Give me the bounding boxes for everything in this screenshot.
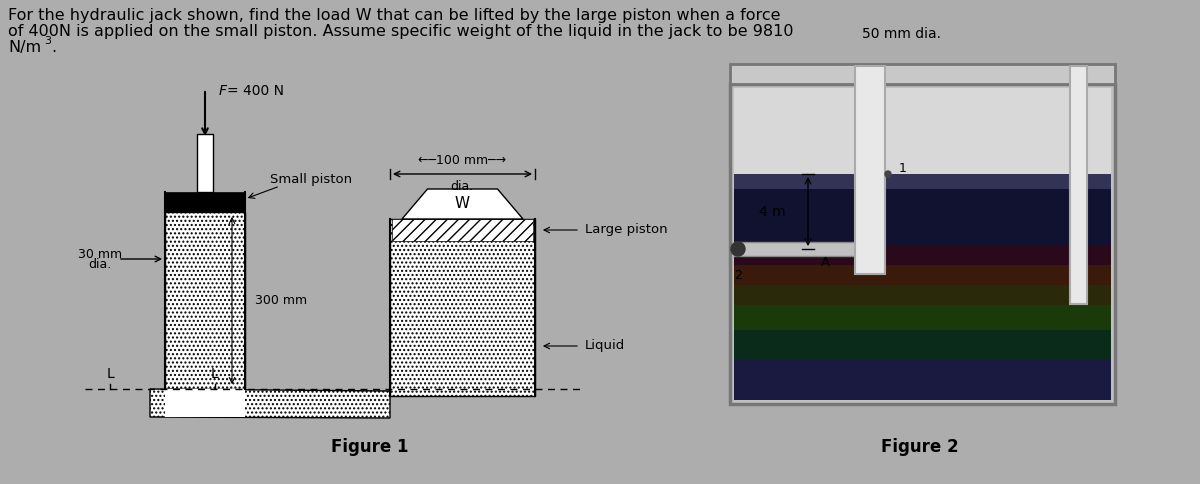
Bar bbox=[392, 219, 533, 241]
Bar bbox=[734, 285, 1111, 305]
Bar bbox=[166, 389, 245, 417]
Polygon shape bbox=[150, 389, 390, 418]
Text: dia.: dia. bbox=[89, 257, 112, 271]
Circle shape bbox=[886, 171, 890, 177]
Text: = 400 N: = 400 N bbox=[227, 84, 284, 98]
Bar bbox=[730, 84, 1115, 404]
Text: dia.: dia. bbox=[450, 180, 474, 193]
Text: N/m: N/m bbox=[8, 40, 41, 55]
Text: L: L bbox=[106, 367, 114, 381]
Bar bbox=[734, 88, 1111, 174]
Bar bbox=[197, 134, 214, 192]
Text: 1: 1 bbox=[899, 163, 907, 176]
Bar bbox=[734, 174, 1111, 400]
Bar bbox=[734, 245, 1111, 265]
Bar bbox=[730, 64, 1115, 84]
Text: .: . bbox=[50, 40, 56, 55]
Bar bbox=[390, 219, 535, 396]
Bar bbox=[166, 192, 245, 212]
Text: Small piston: Small piston bbox=[270, 172, 352, 185]
Text: Figure 1: Figure 1 bbox=[331, 438, 409, 456]
Bar bbox=[734, 170, 1111, 245]
Bar bbox=[734, 360, 1111, 400]
Bar bbox=[734, 330, 1111, 360]
Bar bbox=[854, 66, 886, 274]
Text: L: L bbox=[211, 367, 218, 381]
Polygon shape bbox=[402, 189, 523, 219]
Text: 3: 3 bbox=[44, 36, 50, 46]
Text: 4 m: 4 m bbox=[760, 205, 786, 219]
Text: $F$: $F$ bbox=[218, 84, 228, 98]
Text: Liquid: Liquid bbox=[586, 339, 625, 352]
Bar bbox=[734, 265, 1111, 285]
Text: Figure 2: Figure 2 bbox=[881, 438, 959, 456]
Text: 30 mm: 30 mm bbox=[78, 247, 122, 260]
Text: For the hydraulic jack shown, find the load W that can be lifted by the large pi: For the hydraulic jack shown, find the l… bbox=[8, 8, 780, 23]
Text: 2: 2 bbox=[734, 269, 742, 282]
Circle shape bbox=[731, 242, 745, 256]
Text: A: A bbox=[821, 257, 829, 270]
Text: 50 mm dia.: 50 mm dia. bbox=[863, 27, 942, 41]
Bar bbox=[734, 305, 1111, 330]
Text: of 400N is applied on the small piston. Assume specific weight of the liquid in : of 400N is applied on the small piston. … bbox=[8, 24, 793, 39]
Bar bbox=[734, 174, 1111, 189]
Text: ←─100 mm─→: ←─100 mm─→ bbox=[418, 153, 506, 166]
Bar bbox=[166, 212, 245, 389]
Bar bbox=[1070, 66, 1087, 304]
Text: Large piston: Large piston bbox=[586, 224, 667, 237]
Text: W: W bbox=[455, 197, 470, 212]
Bar bbox=[734, 242, 854, 256]
Text: 300 mm: 300 mm bbox=[256, 294, 307, 307]
